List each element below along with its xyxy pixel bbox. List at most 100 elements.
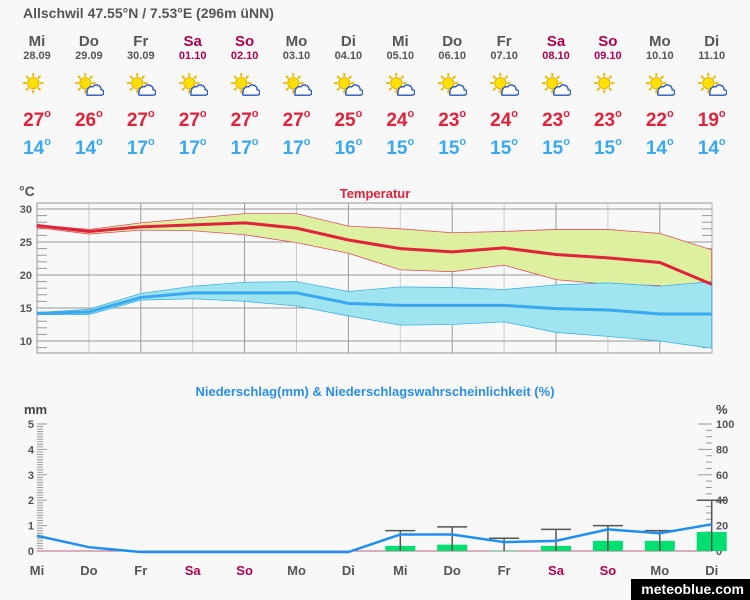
min-temperature-line [36,291,712,316]
y-tick-label-left: 4 [28,444,35,456]
min-temperature: 16o [334,136,363,159]
day-column: Sa 01.10 27o 17o [167,34,219,160]
x-tick-label: So [600,563,617,578]
brand-logo[interactable]: meteoblue.com [631,579,750,600]
y-axis-label: °C [19,183,35,199]
day-column: Mi 28.09 27o 14o [11,34,63,160]
day-column: Mo 10.10 22o 14o [634,34,686,160]
x-tick-label: Mi [393,563,407,578]
x-tick-label: Do [444,563,461,578]
min-temperature: 17o [178,136,207,159]
day-date: 02.10 [230,50,259,62]
sun-icon [23,72,44,94]
min-temperature-band [36,281,713,349]
min-temperature: 15o [386,136,415,159]
x-tick-label: Do [80,563,97,578]
day-column: Mi 05.10 24o 15o [374,34,426,160]
probability-line [36,523,712,554]
y-tick-label-left: 5 [28,419,34,431]
max-temperature: 22o [645,108,674,131]
x-tick-label: Sa [548,563,565,578]
day-name: Mo [285,33,308,50]
max-temperature: 27o [282,108,311,131]
sun-cloud-icon [645,72,675,96]
day-column: Sa 08.10 23o 15o [530,34,582,160]
day-name: Do [78,33,99,50]
min-temperature: 14o [23,136,51,159]
day-name: Mo [648,33,671,50]
min-temperature: 17o [282,136,311,159]
y-tick-label-left: 3 [28,470,34,482]
day-date: 06.10 [438,50,466,62]
min-temperature: 14o [645,136,674,159]
day-name: So [598,33,618,50]
chart-title: Niederschlag(mm) & Niederschlagswahrsche… [195,384,554,399]
day-name: So [235,33,255,50]
day-name: Sa [546,33,566,50]
location-title: Allschwil 47.55°N / 7.53°E (296m üNN) [23,5,274,21]
y-tick-label-right: 40 [716,495,728,507]
y-tick-label-left: 1 [28,521,34,533]
min-temperature: 15o [542,136,570,159]
day-date: 07.10 [490,50,518,62]
sun-cloud-icon [386,72,416,96]
max-temperature: 23o [438,108,467,131]
x-tick-label: Mo [650,563,669,578]
y-tick-label: 20 [20,270,32,282]
max-temperature: 23o [593,108,622,131]
sun-cloud-icon [230,72,260,96]
sun-cloud-icon [697,72,727,96]
y-tick-label-right: 20 [716,521,728,533]
x-tick-label: Fr [498,563,511,578]
y-axis-label-left: mm [24,402,47,417]
day-column: Di 04.10 25o 16o [322,34,374,160]
day-date: 03.10 [282,50,311,62]
y-tick-label-right: 80 [716,444,728,456]
day-name: Fr [133,33,149,50]
y-tick-label: 10 [20,336,32,348]
x-tick-label: Sa [185,563,202,578]
min-temperature: 17o [230,136,259,159]
min-temperature: 15o [593,136,622,159]
min-temperature: 14o [697,136,726,159]
min-temperature: 15o [438,136,467,159]
sun-cloud-icon [74,72,104,96]
max-temperature: 24o [490,108,519,131]
day-name: Di [704,33,720,50]
min-temperature: 14o [74,136,103,159]
day-date: 08.10 [542,50,570,62]
day-name: Di [340,33,356,50]
max-temperature: 27o [23,108,51,131]
x-tick-label: Mi [30,563,44,578]
day-date: 28.09 [23,50,51,62]
max-temperature: 24o [386,108,415,131]
day-date: 09.10 [594,50,622,62]
y-tick-label: 15 [20,303,32,315]
day-date: 11.10 [698,50,726,62]
max-temperature: 27o [126,108,155,131]
x-tick-label: Fr [134,563,147,578]
max-temperature: 19o [697,108,726,131]
min-temperature: 17o [126,136,155,159]
y-tick-label-right: 60 [716,470,728,482]
y-tick-label-left: 0 [28,546,34,558]
day-date: 05.10 [386,50,415,62]
max-temperature: 23o [542,108,570,131]
day-column: Do 29.09 26o 14o [63,34,115,160]
x-tick-label: Mo [287,563,306,578]
y-tick-label-left: 2 [28,495,34,507]
day-date: 10.10 [646,50,674,62]
chart-title: Temperatur [340,186,411,201]
x-tick-label: Di [342,563,355,578]
sun-cloud-icon [334,72,364,96]
y-tick-label: 30 [20,204,32,216]
sun-cloud-icon [490,72,520,96]
y-tick-label-right: 0 [716,546,722,558]
y-tick-label-right: 100 [716,419,734,431]
day-column: So 02.10 27o 17o [219,34,271,160]
day-column: Di 11.10 19o 14o [686,34,738,160]
day-name: Sa [183,33,202,50]
sun-icon [593,72,615,94]
day-column: Fr 30.09 27o 17o [115,34,167,160]
day-date: 01.10 [178,50,207,62]
